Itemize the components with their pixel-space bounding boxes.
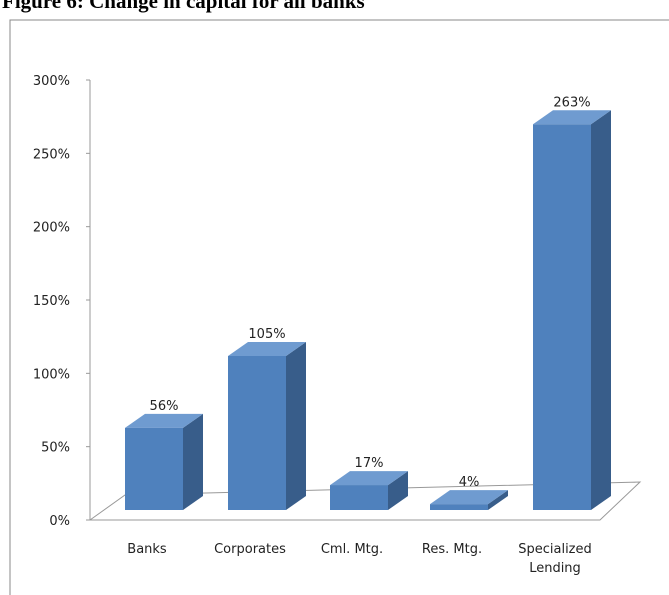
y-tick-label: 200% bbox=[33, 221, 70, 236]
x-tick-label: Res. Mtg. bbox=[422, 542, 482, 557]
y-tick-label: 300% bbox=[33, 74, 70, 89]
bar-top bbox=[228, 342, 306, 356]
bar-front bbox=[228, 356, 286, 510]
bar-top bbox=[330, 471, 408, 486]
bar-top bbox=[533, 110, 611, 125]
y-tick-label: 0% bbox=[49, 514, 70, 529]
bar-side bbox=[591, 110, 611, 511]
bar-front bbox=[125, 427, 183, 510]
bar-side bbox=[388, 471, 408, 510]
bar-side bbox=[183, 413, 203, 510]
y-tick-label: 250% bbox=[33, 147, 70, 162]
bar-top bbox=[430, 490, 508, 505]
value-label: 263% bbox=[553, 95, 590, 110]
y-tick-label: 50% bbox=[41, 441, 70, 456]
x-tick-label: Banks bbox=[127, 542, 167, 557]
bar-side bbox=[488, 490, 508, 510]
value-label: 56% bbox=[150, 399, 179, 414]
bar-front bbox=[533, 124, 591, 511]
bar-side bbox=[286, 342, 306, 510]
bar bbox=[125, 413, 203, 510]
x-tick-label: Corporates bbox=[214, 542, 286, 557]
value-label: 105% bbox=[248, 327, 285, 342]
bar bbox=[228, 342, 306, 510]
y-tick-label: 100% bbox=[33, 367, 70, 382]
bar-front bbox=[430, 504, 488, 510]
y-tick-label: 150% bbox=[33, 294, 70, 309]
chart-frame bbox=[9, 19, 669, 595]
x-tick-label: Cml. Mtg. bbox=[321, 542, 383, 557]
bar bbox=[330, 471, 408, 510]
x-tick-label: Specialized Lending bbox=[518, 542, 592, 576]
chart-title: Figure 6: Change in capital for all bank… bbox=[2, 0, 365, 13]
bar-front bbox=[330, 485, 388, 510]
bar bbox=[533, 110, 611, 511]
value-label: 4% bbox=[459, 475, 480, 490]
value-label: 17% bbox=[355, 456, 384, 471]
bar bbox=[430, 490, 508, 510]
bar-top bbox=[125, 413, 203, 428]
